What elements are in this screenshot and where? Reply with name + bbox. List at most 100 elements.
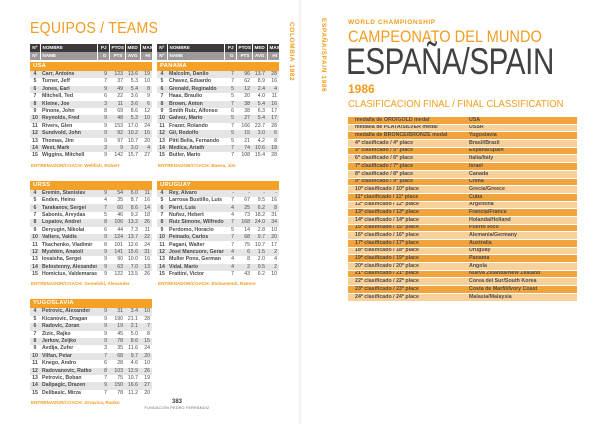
stat-average: 5.4 bbox=[130, 85, 138, 92]
player-name: Butler, Mario bbox=[169, 152, 201, 159]
stat-average: 3.6 bbox=[130, 100, 138, 107]
stat-average: 6.3 bbox=[257, 108, 265, 115]
stat-points: 69 bbox=[117, 108, 123, 115]
stat-points: 78 bbox=[117, 389, 123, 396]
team-name-bar: YUGOSLAVIA bbox=[30, 299, 152, 309]
player-row: 5 Chavez, Eduardo 7 62 8.9 16 bbox=[157, 78, 279, 86]
country-name: Nueva Zelanda/New Zealand bbox=[467, 270, 577, 279]
stat-points: 63 bbox=[117, 263, 123, 270]
place-label: 5º clasificado / 5º place bbox=[348, 147, 467, 156]
player-number: 8 bbox=[33, 219, 37, 226]
player-number: 5 bbox=[160, 197, 164, 204]
player-name: Gil, Rodolfo bbox=[169, 130, 199, 137]
edition-side-label: COLOMBIA 1982 bbox=[288, 22, 295, 82]
stat-high: 16 bbox=[144, 256, 150, 263]
team-name-bar: URUGUAY bbox=[157, 180, 279, 190]
player-number: 14 bbox=[32, 382, 38, 389]
year-label: 1986 bbox=[348, 82, 375, 96]
stat-points: 122 bbox=[114, 271, 123, 278]
stat-average: 6.0 bbox=[130, 189, 138, 196]
stat-average: 6.2 bbox=[257, 204, 265, 211]
player-row: 11 Pagani, Walter 7 75 10.7 17 bbox=[157, 241, 279, 249]
player-row: 8 Jerkov, Zeljko 9 78 8.6 15 bbox=[30, 337, 152, 346]
stat-average: 4.6 bbox=[130, 360, 138, 367]
player-number: 12 bbox=[159, 130, 165, 137]
stat-points: 153 bbox=[114, 122, 123, 129]
place-label: 11º clasificado / 11º place bbox=[348, 193, 467, 202]
player-number: 13 bbox=[32, 256, 38, 263]
player-row: 4 Rey, Alvaro - - - - bbox=[157, 189, 279, 198]
stat-points: 190 bbox=[114, 315, 123, 322]
stat-points: 108 bbox=[241, 152, 250, 159]
stat-points: 150 bbox=[114, 382, 123, 389]
stat-points: 74 bbox=[244, 145, 250, 151]
header-cell-en: HI bbox=[139, 52, 152, 60]
place-label: 14º clasificado / 14º place bbox=[348, 216, 467, 225]
player-row: 14 Belostenny, Alexander 9 63 7.0 13 bbox=[30, 263, 152, 271]
player-row: 6 Tarakanov, Sergei 7 60 8.6 14 bbox=[30, 204, 152, 212]
team-roster-table: 4 Carr, Antoine 9 123 13.6 19 5 Turner, Jeff 7 37… bbox=[30, 71, 152, 160]
stat-games: 7 bbox=[231, 271, 234, 278]
stat-high: 7 bbox=[147, 323, 150, 330]
stat-games: 7 bbox=[231, 100, 234, 107]
stat-average: 21.1 bbox=[127, 315, 138, 322]
stat-games: 6 bbox=[231, 108, 234, 115]
player-number: 5 bbox=[33, 315, 37, 322]
classification-row: 8º clasificado / 8º place Canada bbox=[348, 170, 577, 179]
country-name: USSR bbox=[467, 124, 577, 133]
place-label: 19º clasificado / 19º place bbox=[348, 254, 467, 264]
classification-row: 11º clasificado / 11º place Cuba bbox=[348, 193, 577, 202]
player-name: Iovaisha, Sergei bbox=[42, 256, 82, 263]
stat-games: 5 bbox=[231, 93, 234, 100]
stat-high: 26 bbox=[144, 367, 150, 374]
stat-high: 18 bbox=[144, 211, 150, 218]
player-row: 4 Malcolm, Danilo 7 96 13.7 28 bbox=[157, 71, 279, 79]
player-row: 11 Tkachenko, Vladimir 8 101 12.6 24 bbox=[30, 241, 152, 249]
player-row: 11 Frazer, Rolando 7 166 23.7 28 bbox=[157, 122, 279, 131]
stat-high: 13 bbox=[144, 263, 150, 270]
classification-row: 22º clasificado / 22º place Corea del Sur… bbox=[348, 277, 577, 287]
stat-points: 27 bbox=[244, 115, 250, 122]
player-row: 13 Muller Pons, German 4 8 2.0 4 bbox=[157, 256, 279, 264]
stat-high: 16 bbox=[271, 197, 277, 204]
player-number: 5 bbox=[160, 78, 164, 85]
place-label: medalla de ORO/GOLD medal bbox=[348, 117, 467, 125]
stat-games: 9 bbox=[104, 248, 107, 255]
player-number: 11 bbox=[32, 122, 38, 129]
stat-average: 3.4 bbox=[130, 308, 138, 315]
stat-points: - bbox=[248, 189, 250, 196]
player-name: Frazer, Rolando bbox=[169, 122, 208, 129]
player-number: 4 bbox=[33, 308, 37, 315]
player-number: 6 bbox=[33, 204, 37, 211]
place-label: 15º clasificado / 15º place bbox=[348, 224, 467, 233]
stat-high: 16 bbox=[144, 197, 150, 204]
player-name: Radovic, Zoran bbox=[42, 323, 80, 330]
player-number: 7 bbox=[33, 93, 37, 100]
header-cell-en: G bbox=[223, 52, 236, 60]
stat-games: 7 bbox=[231, 219, 234, 226]
stat-high: 8 bbox=[147, 85, 150, 92]
stat-high: 2 bbox=[274, 248, 277, 255]
country-name: Francia/France bbox=[467, 208, 577, 217]
stat-points: 123 bbox=[114, 71, 123, 78]
stat-high: 24 bbox=[144, 122, 150, 129]
stat-high: 24 bbox=[144, 241, 150, 248]
header-cell-es: NOMBRE bbox=[39, 44, 97, 52]
stat-games: 8 bbox=[104, 219, 107, 226]
kicker: WORLD CHAMPIONSHIP bbox=[348, 19, 436, 26]
country-name: Puerto Rico bbox=[467, 224, 577, 233]
player-row: 9 Avdija, Zufer 3 35 11.6 24 bbox=[30, 345, 152, 353]
player-name: Deryugin, Nikolai bbox=[42, 226, 85, 233]
team-name-bar: USA bbox=[30, 62, 152, 71]
player-name: Malcolm, Danilo bbox=[169, 71, 209, 78]
stat-high: 9 bbox=[147, 93, 150, 100]
country-name: Australia bbox=[467, 239, 577, 248]
player-number: 15 bbox=[159, 152, 165, 159]
player-row: 10 Valters, Valdis 9 124 13.7 22 bbox=[30, 234, 152, 242]
player-row: 12 Sundvold, John 9 92 10.2 16 bbox=[30, 130, 152, 138]
header-cell-es: PJ bbox=[223, 44, 236, 52]
player-name: Petrovic, Alexander bbox=[42, 308, 91, 315]
classification-row: 24º clasificado / 24º place Malasia/Malay… bbox=[348, 293, 577, 302]
player-name: Galvez, Mario bbox=[169, 115, 203, 122]
